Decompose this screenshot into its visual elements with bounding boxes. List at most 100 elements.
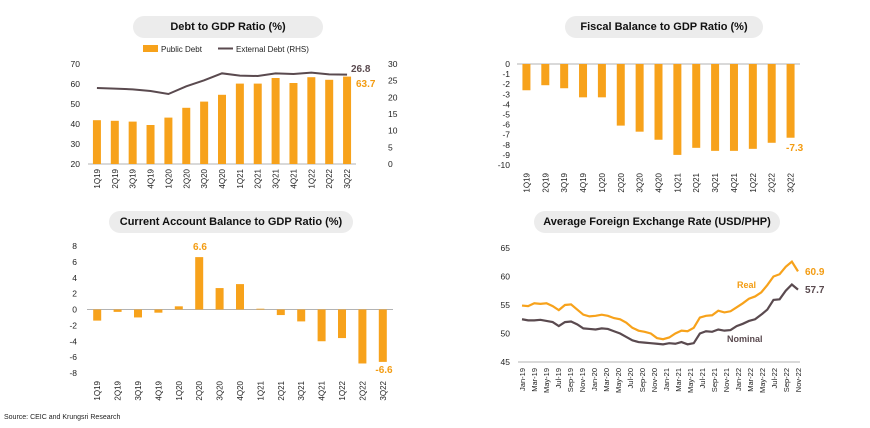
chart3-x-tick: 3Q21	[297, 380, 306, 400]
chart3-x-tick: 2Q19	[114, 380, 123, 400]
chart2-fiscal-bar	[560, 64, 569, 89]
chart2-x-tick: 4Q20	[655, 172, 664, 192]
chart2-y-tick: -7	[502, 130, 510, 140]
chart4-x-tick: May-22	[758, 368, 767, 393]
chart2-fiscal-bar	[654, 64, 663, 140]
chart4-x-tick: Jul-22	[770, 368, 779, 388]
chart2-x-tick: 2Q22	[768, 172, 777, 192]
chart3-x-tick: 3Q22	[379, 380, 388, 400]
chart1-x-tick: 2Q22	[325, 168, 334, 188]
chart1-public-debt-end-label: 63.7	[356, 79, 376, 90]
chart3-current-account-bar	[276, 309, 285, 316]
chart4-y-tick: 45	[501, 357, 511, 367]
chart3-x-tick: 1Q22	[338, 380, 347, 400]
chart4-y-tick: 60	[501, 272, 511, 282]
chart2-y-tick: -2	[502, 79, 510, 89]
chart2-y-tick: -4	[502, 99, 510, 109]
chart2-fiscal-bar	[748, 64, 757, 149]
chart2-y-tick: -9	[502, 150, 510, 160]
chart1-public-debt-bar	[164, 117, 173, 164]
chart1-x-tick: 2Q19	[111, 168, 120, 188]
chart4-x-tick: Mar-22	[746, 368, 755, 392]
chart3-current-account-bar	[113, 309, 122, 312]
chart1-public-debt-bar	[343, 76, 352, 164]
chart2-y-tick: -5	[502, 110, 510, 120]
chart4-y-tick: 65	[501, 243, 511, 253]
chart3-y-tick: 6	[72, 257, 77, 267]
chart2-fiscal-bar	[597, 64, 606, 98]
chart1-x-tick: 2Q20	[182, 168, 191, 188]
chart1-public-debt-bar	[218, 94, 226, 164]
chart2-x-tick: 2Q21	[692, 172, 701, 192]
chart1-x-tick: 3Q21	[272, 168, 281, 188]
chart3-x-tick: 2Q20	[195, 380, 204, 400]
chart1-external-debt-end-label: 26.8	[351, 64, 371, 75]
chart2-x-tick: 2Q20	[617, 172, 626, 192]
chart3-x-tick: 2Q22	[358, 380, 367, 400]
chart2-x-tick: 4Q19	[579, 172, 588, 192]
chart1-right-tick: 30	[388, 59, 398, 69]
chart3-end-label: -6.6	[375, 365, 393, 376]
chart2-y-tick: -1	[502, 69, 510, 79]
chart1-public-debt-bar	[182, 107, 191, 164]
chart4-nominal-end-label: 57.7	[805, 285, 825, 296]
legend-public-debt-label: Public Debt	[161, 45, 203, 54]
chart2-x-tick: 1Q22	[749, 172, 758, 192]
chart1-x-tick: 1Q22	[307, 168, 316, 188]
chart1-external-debt-line	[96, 71, 348, 96]
chart2-x-tick: 4Q21	[730, 172, 739, 192]
chart3-current-account-bar	[134, 309, 142, 318]
chart2-fiscal-bar	[541, 64, 550, 86]
chart2-x-tick: 3Q21	[711, 172, 720, 192]
chart3-y-tick: 8	[72, 241, 77, 251]
chart4-real-label: Real	[737, 280, 756, 290]
chart1-right-tick: 15	[388, 109, 398, 119]
chart2-y-tick: -6	[502, 120, 510, 130]
chart2-fiscal-bar	[711, 64, 720, 151]
chart2-y-tick: -8	[502, 140, 510, 150]
chart3-y-tick: 2	[72, 289, 77, 299]
chart4-nominal-label: Nominal	[727, 334, 763, 344]
chart1-x-tick: 1Q19	[93, 168, 102, 188]
chart3-x-tick: 2Q21	[277, 380, 286, 400]
chart3-x-tick: 3Q19	[134, 380, 143, 400]
chart4-y-tick: 50	[501, 329, 511, 339]
chart1-public-debt-bar	[146, 125, 155, 164]
chart3-x-tick: 4Q21	[318, 380, 327, 400]
chart3-x-tick: 4Q20	[236, 380, 245, 400]
chart3-x-tick: 4Q19	[154, 380, 163, 400]
chart3-y-tick: 4	[72, 273, 77, 283]
chart1-x-tick: 4Q19	[147, 168, 156, 188]
chart2-x-tick: 3Q20	[636, 172, 645, 192]
chart2-x-tick: 1Q21	[673, 172, 682, 192]
chart4-x-tick: Sep-20	[638, 368, 647, 392]
legend-public-debt-swatch	[143, 45, 158, 52]
chart2-x-tick: 1Q20	[598, 172, 607, 192]
chart4-x-tick: Jan-21	[662, 368, 671, 391]
chart1-right-tick: 10	[388, 126, 398, 136]
chart2-fiscal-bar	[767, 64, 776, 143]
chart1-x-tick: 3Q19	[129, 168, 138, 188]
chart2-y-tick: -3	[502, 89, 510, 99]
chart1-left-tick: 70	[71, 59, 81, 69]
chart3-current-account-bar	[338, 309, 346, 339]
chart1-public-debt-bar	[271, 78, 280, 164]
chart4-x-tick: Mar-19	[530, 368, 539, 392]
chart1-right-tick: 5	[388, 142, 393, 152]
chart1-right-tick: 25	[388, 76, 398, 86]
chart1-right-tick: 0	[388, 159, 393, 169]
chart3-current-account-bar	[215, 288, 224, 310]
chart3-x-tick: 3Q20	[216, 380, 225, 400]
chart1-public-debt-bar	[110, 120, 119, 164]
chart1-title: Debt to GDP Ratio (%)	[133, 16, 323, 38]
source-note: Source: CEIC and Krungsri Research	[4, 414, 121, 421]
chart4-x-tick: May-21	[686, 368, 695, 393]
chart3-current-account-bar	[236, 284, 244, 310]
chart2-fiscal-bar	[673, 64, 682, 155]
chart4-x-tick: Jan-20	[590, 368, 599, 391]
chart4-title: Average Foreign Exchange Rate (USD/PHP)	[534, 211, 780, 233]
chart4-x-tick: Nov-19	[578, 368, 587, 392]
chart1-left-tick: 40	[71, 119, 81, 129]
chart3-current-account-bar	[378, 309, 387, 362]
